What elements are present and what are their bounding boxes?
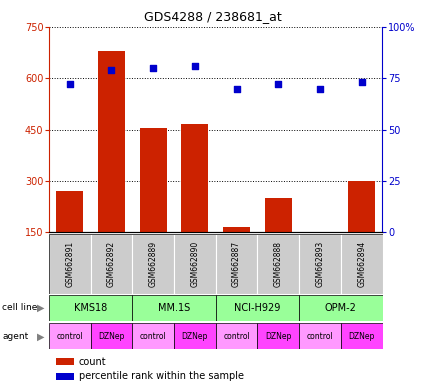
- Text: cell line: cell line: [2, 303, 37, 312]
- Text: GSM662888: GSM662888: [274, 241, 283, 287]
- Bar: [49, 234, 91, 294]
- Bar: [91, 234, 132, 294]
- Bar: [348, 181, 375, 232]
- Bar: [258, 234, 299, 294]
- Bar: [56, 372, 74, 380]
- Text: control: control: [140, 332, 167, 341]
- Text: ▶: ▶: [37, 331, 45, 341]
- Point: [108, 67, 115, 73]
- Text: count: count: [79, 357, 107, 367]
- Text: MM.1S: MM.1S: [158, 303, 190, 313]
- Bar: [139, 128, 167, 232]
- Text: GDS4288 / 238681_at: GDS4288 / 238681_at: [144, 10, 281, 23]
- Bar: [258, 323, 299, 349]
- Bar: [215, 234, 258, 294]
- Point: [317, 85, 323, 91]
- Point: [66, 81, 73, 88]
- Bar: [174, 234, 215, 294]
- Bar: [49, 295, 132, 321]
- Text: DZNep: DZNep: [348, 332, 375, 341]
- Text: GSM662892: GSM662892: [107, 241, 116, 287]
- Bar: [132, 323, 174, 349]
- Text: GSM662890: GSM662890: [190, 241, 199, 287]
- Text: KMS18: KMS18: [74, 303, 107, 313]
- Text: control: control: [57, 332, 83, 341]
- Point: [233, 85, 240, 91]
- Bar: [49, 323, 91, 349]
- Text: DZNep: DZNep: [181, 332, 208, 341]
- Bar: [181, 124, 208, 232]
- Bar: [265, 198, 292, 232]
- Point: [191, 63, 198, 69]
- Text: GSM662887: GSM662887: [232, 241, 241, 287]
- Text: DZNep: DZNep: [265, 332, 292, 341]
- Text: NCI-H929: NCI-H929: [234, 303, 280, 313]
- Point: [150, 65, 156, 71]
- Bar: [174, 323, 215, 349]
- Bar: [306, 232, 334, 233]
- Bar: [223, 227, 250, 232]
- Point: [275, 81, 282, 88]
- Bar: [56, 358, 74, 366]
- Bar: [132, 295, 215, 321]
- Bar: [132, 234, 174, 294]
- Text: GSM662891: GSM662891: [65, 241, 74, 287]
- Bar: [341, 234, 382, 294]
- Bar: [215, 323, 258, 349]
- Bar: [299, 234, 341, 294]
- Bar: [299, 323, 341, 349]
- Text: control: control: [223, 332, 250, 341]
- Bar: [56, 191, 83, 232]
- Bar: [91, 323, 132, 349]
- Text: control: control: [306, 332, 333, 341]
- Text: DZNep: DZNep: [98, 332, 125, 341]
- Bar: [98, 51, 125, 232]
- Text: GSM662893: GSM662893: [315, 241, 324, 287]
- Text: GSM662889: GSM662889: [149, 241, 158, 287]
- Text: GSM662894: GSM662894: [357, 241, 366, 287]
- Text: OPM-2: OPM-2: [325, 303, 357, 313]
- Bar: [215, 295, 299, 321]
- Text: agent: agent: [2, 332, 28, 341]
- Bar: [299, 295, 382, 321]
- Text: percentile rank within the sample: percentile rank within the sample: [79, 371, 244, 381]
- Point: [358, 79, 365, 85]
- Text: ▶: ▶: [37, 303, 45, 313]
- Bar: [341, 323, 382, 349]
